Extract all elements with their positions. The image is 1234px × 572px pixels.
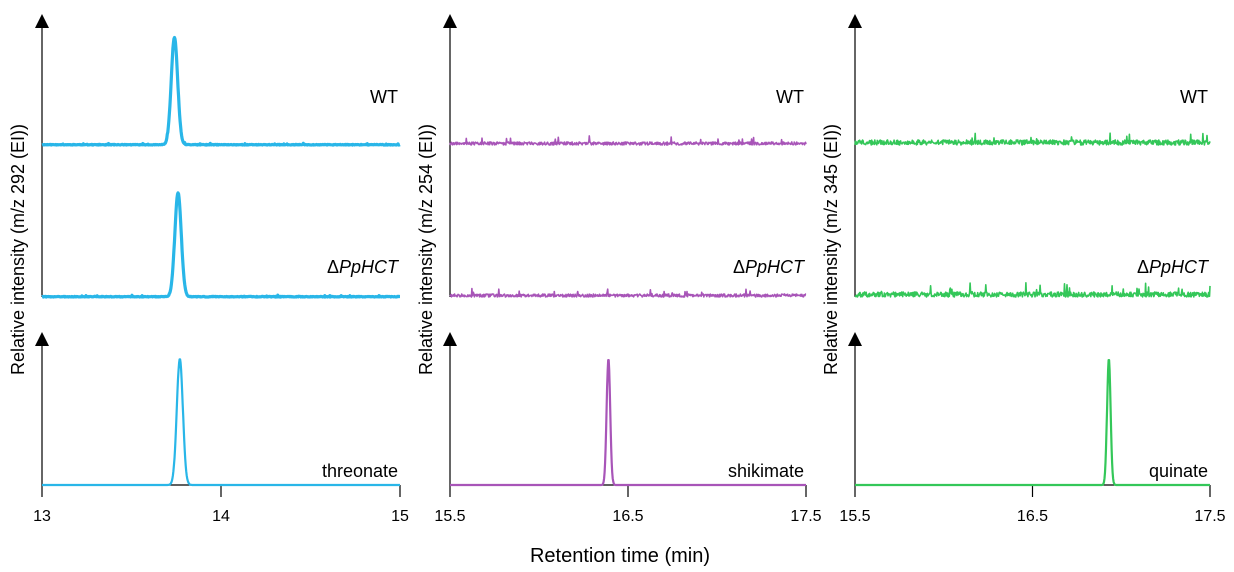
series-label: WT xyxy=(1180,87,1208,107)
chart-panel-2: 15.5 16.5 17.5 Relative intensity (m/z 254 … xyxy=(416,14,822,525)
trace-1 xyxy=(854,132,1211,146)
trace-3 xyxy=(449,359,807,487)
x-tick-label: 17.5 xyxy=(790,508,821,525)
series-label: ΔPpHCT xyxy=(1137,257,1210,277)
series-label: quinate xyxy=(1149,461,1208,481)
series-label: WT xyxy=(776,87,804,107)
x-tick-label: 17.5 xyxy=(1194,508,1225,525)
chart-panel-3: 15.5 16.5 17.5 Relative intensity (m/z 345 … xyxy=(821,14,1226,525)
series-label: ΔPpHCT xyxy=(733,257,806,277)
trace-1 xyxy=(449,135,807,146)
y-axis-title: Relative intensity (m/z 345 (EI)) xyxy=(821,124,841,375)
x-tick-label: 15.5 xyxy=(434,508,465,525)
x-tick-label: 15.5 xyxy=(839,508,870,525)
y-axis-arrow-icon xyxy=(443,14,457,28)
x-tick-label: 13 xyxy=(33,508,51,525)
x-tick-label: 14 xyxy=(212,508,230,525)
trace-2 xyxy=(449,287,807,298)
x-axis-title: Retention time (min) xyxy=(530,545,710,567)
trace-1 xyxy=(40,35,402,147)
trace-3 xyxy=(41,358,401,487)
x-tick-label: 15 xyxy=(391,508,409,525)
y-axis-arrow-icon xyxy=(35,332,49,346)
x-tick-label: 16.5 xyxy=(1017,508,1048,525)
chart-panel-1: 13 14 15 Relative intensity (m/z 292 (EI)) W… xyxy=(8,14,409,525)
trace-2 xyxy=(40,191,402,299)
y-axis-arrow-icon xyxy=(35,14,49,28)
y-axis-title: Relative intensity (m/z 254 (EI)) xyxy=(416,124,436,375)
y-axis-title: Relative intensity (m/z 292 (EI)) xyxy=(8,124,28,375)
x-tick-label: 16.5 xyxy=(612,508,643,525)
y-axis-arrow-icon xyxy=(848,332,862,346)
series-label: threonate xyxy=(322,461,398,481)
series-label: shikimate xyxy=(728,461,804,481)
series-label: ΔPpHCT xyxy=(327,257,400,277)
trace-3 xyxy=(854,359,1211,487)
series-label: WT xyxy=(370,87,398,107)
y-axis-arrow-icon xyxy=(443,332,457,346)
trace-2 xyxy=(854,282,1211,298)
y-axis-arrow-icon xyxy=(848,14,862,28)
